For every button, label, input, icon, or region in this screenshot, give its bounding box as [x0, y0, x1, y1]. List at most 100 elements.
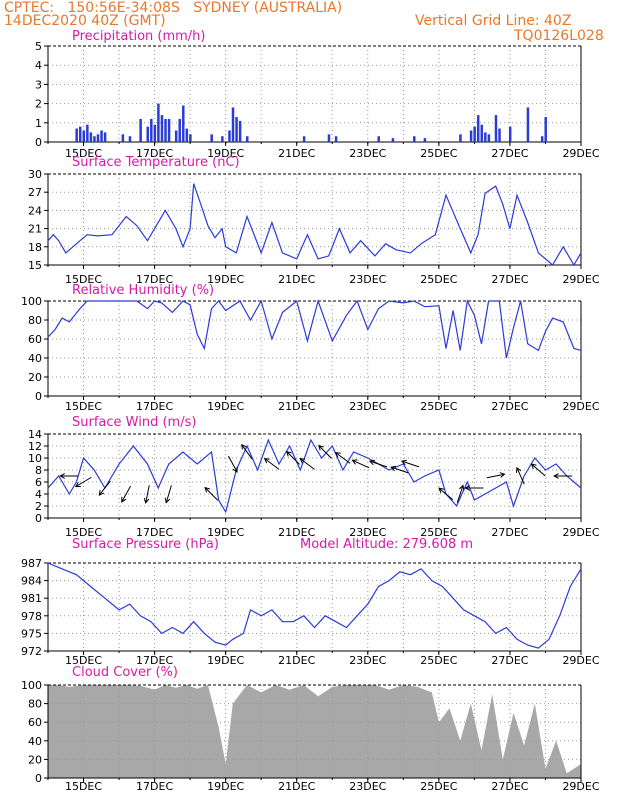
y-tick-label: 18	[28, 241, 42, 254]
wind-arrow	[516, 467, 525, 485]
precip-bar	[139, 118, 142, 142]
x-tick-label: 21DEC	[278, 273, 315, 286]
x-tick-label: 17DEC	[136, 147, 173, 160]
wind-arrow	[145, 485, 150, 503]
panel-title: Cloud Cover (%)	[72, 665, 178, 680]
y-tick-label: 4	[35, 59, 42, 72]
x-tick-label: 19DEC	[207, 780, 244, 793]
x-tick-label: 29DEC	[562, 273, 599, 286]
panel-title: Surface Temperature (nC)	[72, 155, 240, 170]
wind-arrow	[165, 485, 172, 503]
x-tick-label: 23DEC	[349, 273, 386, 286]
precip-bar	[78, 126, 82, 142]
wind-arrow-head	[459, 484, 465, 491]
x-tick-label: 25DEC	[420, 400, 457, 413]
y-tick-label: 40	[28, 735, 42, 748]
precip-bar	[100, 130, 103, 142]
header-location: CPTEC: 150:56E-34:08S SYDNEY (AUSTRALIA)	[4, 0, 343, 16]
x-tick-label: 25DEC	[420, 273, 457, 286]
y-tick-label: 80	[28, 698, 42, 711]
precip-bar	[221, 136, 224, 142]
wind-arrow	[75, 476, 92, 488]
x-tick-label: 27DEC	[491, 780, 528, 793]
x-tick-label: 21DEC	[278, 780, 315, 793]
precip-bar	[334, 136, 338, 142]
x-tick-label: 25DEC	[420, 780, 457, 793]
panel-6: 0 20 40 60 80 100 15DEC 17DEC 19DEC 21DEC 23DEC 25D…	[21, 665, 600, 793]
wind-arrow	[299, 458, 315, 470]
precip-bar	[480, 124, 484, 142]
precip-bar	[82, 130, 86, 142]
precip-bar	[153, 124, 157, 142]
wind-arrow-head	[499, 472, 506, 478]
wind-arrow-head	[334, 451, 341, 458]
x-tick-label: 15DEC	[65, 654, 102, 667]
y-tick-label: 21	[28, 223, 42, 236]
wind-arrow-head	[204, 486, 211, 493]
x-tick-label: 17DEC	[136, 526, 173, 539]
y-tick-label: 2	[35, 500, 42, 513]
precip-bar	[235, 117, 238, 142]
precip-bar	[167, 118, 171, 142]
y-tick-label: 24	[28, 204, 42, 217]
x-tick-label: 27DEC	[491, 273, 528, 286]
x-tick-label: 21DEC	[278, 654, 315, 667]
series-line	[47, 562, 582, 649]
panel-title: Surface Wind (m/s)	[72, 415, 196, 430]
precip-bar	[469, 130, 473, 142]
wind-arrow-head	[368, 459, 375, 466]
wind-arrow	[486, 473, 505, 479]
x-tick-label: 19DEC	[207, 147, 244, 160]
x-tick-label: 29DEC	[562, 780, 599, 793]
wind-arrow	[438, 487, 454, 501]
wind-arrow-head	[351, 459, 358, 465]
y-tick-label: 30	[28, 168, 42, 181]
wind-arrow-head	[164, 497, 171, 504]
x-tick-label: 29DEC	[562, 147, 599, 160]
x-tick-label: 23DEC	[349, 400, 386, 413]
x-tick-label: 29DEC	[562, 400, 599, 413]
y-tick-label: 10	[28, 452, 42, 465]
y-tick-label: 0	[35, 512, 42, 525]
y-tick-label: 100	[21, 679, 42, 692]
x-tick-label: 21DEC	[278, 147, 315, 160]
wind-arrow-head	[299, 457, 306, 464]
precip-bar	[89, 132, 93, 142]
x-tick-label: 27DEC	[491, 654, 528, 667]
y-tick-label: 978	[21, 610, 42, 623]
x-tick-label: 15DEC	[65, 273, 102, 286]
precip-bar	[178, 118, 181, 142]
precip-bar	[391, 138, 395, 142]
precip-bar	[86, 124, 89, 142]
wind-arrow-head	[59, 473, 65, 479]
y-tick-label: 975	[21, 627, 42, 640]
precip-bar	[377, 136, 380, 142]
header-date: 14DEC2020 40Z (GMT)	[4, 13, 166, 29]
y-tick-label: 2	[35, 98, 42, 111]
y-tick-label: 0	[35, 136, 42, 149]
precip-bar	[508, 126, 512, 142]
y-tick-label: 12	[28, 440, 42, 453]
wind-arrow-head	[390, 465, 397, 472]
x-tick-label: 15DEC	[65, 147, 102, 160]
precip-bar	[494, 115, 498, 142]
x-tick-label: 15DEC	[65, 780, 102, 793]
precip-bar	[228, 130, 231, 142]
wind-arrow-head	[400, 459, 407, 466]
x-tick-label: 25DEC	[420, 147, 457, 160]
y-tick-label: 0	[35, 772, 42, 785]
wind-arrow-head	[464, 485, 471, 491]
precip-bar	[476, 115, 480, 142]
wind-arrow-head	[74, 482, 81, 488]
wind-arrow	[227, 455, 238, 473]
x-tick-label: 25DEC	[420, 654, 457, 667]
precip-bar	[210, 134, 213, 142]
wind-arrow-head	[553, 473, 559, 479]
x-tick-label: 29DEC	[562, 526, 599, 539]
x-tick-label: 15DEC	[65, 400, 102, 413]
precip-bar	[93, 136, 96, 142]
wind-arrow	[318, 445, 332, 459]
y-tick-label: 40	[28, 352, 42, 365]
